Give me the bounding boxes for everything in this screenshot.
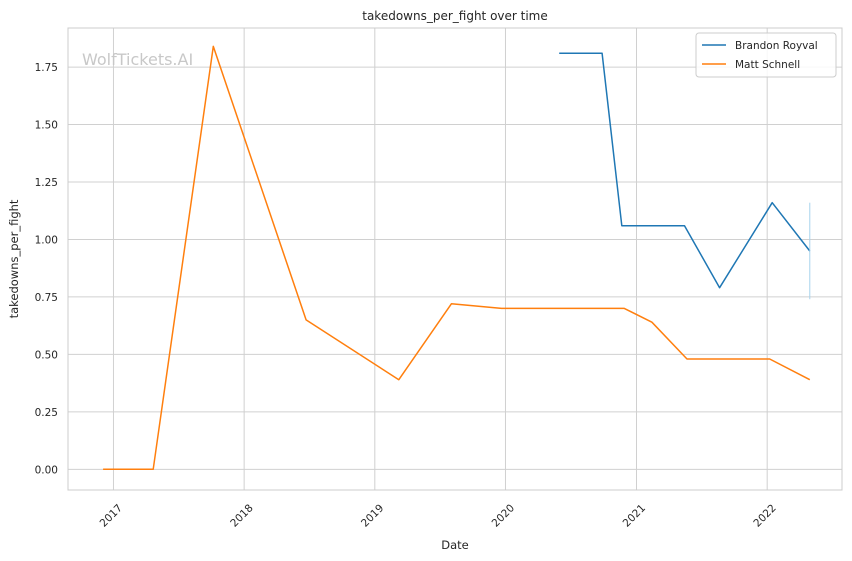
y-tick-label: 0.75	[35, 292, 58, 304]
x-tick-label: 2017	[98, 502, 125, 529]
legend-label-brandon-royval: Brandon Royval	[735, 40, 818, 52]
watermark-text: WolfTickets.AI	[82, 50, 193, 69]
y-tick-label: 0.00	[35, 464, 58, 476]
chart-title: takedowns_per_fight over time	[362, 9, 548, 23]
series-line-matt-schnell	[103, 45, 811, 471]
y-tick-label: 1.50	[35, 120, 58, 132]
grid	[68, 28, 842, 490]
x-tick-label: 2020	[490, 502, 517, 529]
legend: Brandon Royval Matt Schnell	[695, 32, 837, 78]
y-tick-label: 1.25	[35, 177, 58, 189]
y-tick-label: 1.75	[35, 62, 58, 74]
y-tick-label: 0.25	[35, 407, 58, 419]
legend-label-matt-schnell: Matt Schnell	[735, 59, 800, 71]
x-tick-label: 2021	[621, 502, 648, 529]
legend-box	[695, 32, 837, 78]
x-tick-label: 2019	[359, 502, 386, 529]
x-axis-label: Date	[441, 538, 469, 552]
y-axis-label: takedowns_per_fight	[7, 199, 21, 318]
series-layer	[103, 45, 811, 471]
plot-area-frame	[67, 27, 843, 491]
x-axis-ticks: 2017 2018 2019 2020 2021 2022	[98, 502, 779, 529]
y-tick-label: 1.00	[35, 234, 58, 246]
y-axis-ticks: 0.00 0.25 0.50 0.75 1.00 1.25 1.50 1.75	[35, 62, 58, 476]
x-tick-label: 2018	[228, 502, 255, 529]
x-tick-label: 2022	[751, 502, 778, 529]
series-line-brandon-royval	[559, 52, 811, 289]
y-tick-label: 0.50	[35, 349, 58, 361]
